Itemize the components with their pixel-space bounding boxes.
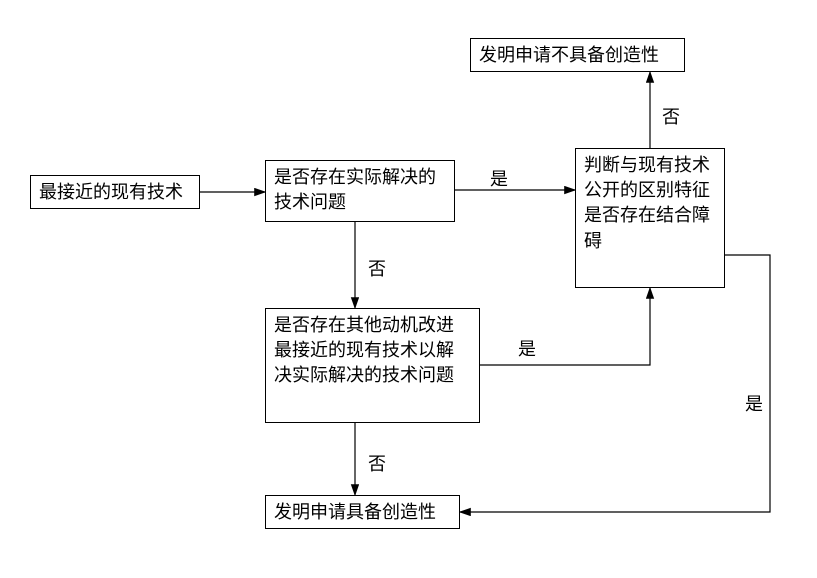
edge-label-yes-2: 是 — [518, 340, 536, 358]
flowchart-canvas: 最接近的现有技术 是否存在实际解决的技术问题 是否存在其他动机改进最接近的现有技… — [0, 0, 817, 578]
edge-label-yes-1: 是 — [490, 170, 508, 188]
edges-layer — [0, 0, 817, 578]
node-combination-obstacle: 判断与现有技术公开的区别特征是否存在结合障碍 — [575, 148, 725, 288]
edge-label-yes-3: 是 — [745, 395, 763, 413]
edge-label-no-3: 否 — [662, 108, 680, 126]
node-not-inventive: 发明申请不具备创造性 — [470, 38, 685, 72]
edge-label-no-1: 否 — [368, 260, 386, 278]
node-other-motivation: 是否存在其他动机改进最接近的现有技术以解决实际解决的技术问题 — [265, 308, 480, 423]
node-inventive: 发明申请具备创造性 — [265, 495, 460, 529]
node-actual-problem: 是否存在实际解决的技术问题 — [265, 160, 455, 222]
edge-label-no-2: 否 — [368, 455, 386, 473]
node-closest-prior-art: 最接近的现有技术 — [30, 175, 200, 209]
